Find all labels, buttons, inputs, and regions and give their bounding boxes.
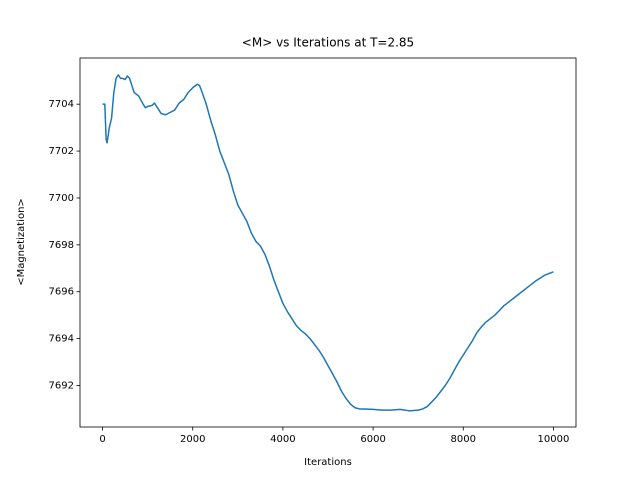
y-tick-label: 7694 xyxy=(49,334,74,345)
x-tick-label: 6000 xyxy=(360,434,385,445)
y-tick-label: 7696 xyxy=(49,287,74,298)
y-tick-label: 7702 xyxy=(49,146,74,157)
x-tick-label: 10000 xyxy=(538,434,570,445)
x-tick-label: 8000 xyxy=(451,434,476,445)
y-tick-label: 7704 xyxy=(49,99,74,110)
y-tick-label: 7698 xyxy=(49,240,74,251)
x-axis-label: Iterations xyxy=(304,457,352,468)
x-tick-label: 0 xyxy=(99,434,105,445)
x-tick-label: 4000 xyxy=(270,434,295,445)
x-tick-label: 2000 xyxy=(180,434,205,445)
y-tick-label: 7692 xyxy=(49,381,74,392)
plot-frame xyxy=(79,57,577,428)
y-axis-label: <Magnetization> xyxy=(16,198,27,286)
chart-title: <M> vs Iterations at T=2.85 xyxy=(242,36,414,50)
data-line xyxy=(102,74,554,412)
y-tick-label: 7700 xyxy=(49,193,74,204)
